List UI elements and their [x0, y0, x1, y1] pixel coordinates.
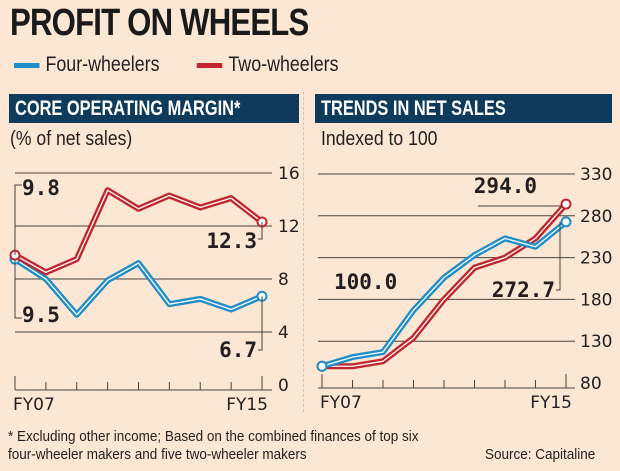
end-point-marker: [316, 360, 328, 372]
legend: Four-wheelers Two-wheelers: [14, 53, 376, 77]
series-highlight: [14, 189, 263, 274]
y-tick-label: 180: [580, 290, 612, 310]
infographic-title: PROFIT ON WHEELS: [10, 2, 309, 44]
annotation-label: 272.7: [492, 278, 555, 302]
footnote: * Excluding other income; Based on the c…: [8, 428, 620, 464]
callout-leader: [556, 221, 561, 291]
chart-title: TRENDS IN NET SALES: [321, 97, 506, 120]
panel-divider: [303, 92, 304, 412]
annotation-label: 9.5: [22, 303, 60, 327]
footnote-line-1: * Excluding other income; Based on the c…: [8, 428, 419, 445]
chart-title: CORE OPERATING MARGIN*: [15, 97, 241, 120]
source-credit: Source: Capitaline: [485, 446, 596, 463]
y-tick-label: 16: [278, 164, 300, 184]
annotation-label: 9.8: [22, 176, 60, 200]
series-highlight: [14, 258, 263, 316]
footnote-line-2: four-wheeler makers and five two-wheeler…: [8, 446, 307, 463]
y-tick-label: 8: [278, 270, 289, 290]
legend-swatch-four-wheelers: [14, 62, 40, 68]
legend-label: Four-wheelers: [45, 53, 160, 76]
y-tick-label: 330: [580, 165, 612, 185]
y-tick-label: 4: [278, 323, 289, 343]
annotation-label: 6.7: [219, 338, 257, 362]
end-point-marker: [560, 216, 572, 228]
legend-swatch-two-wheelers: [196, 62, 223, 68]
callout-leader: [14, 184, 22, 256]
y-tick-label: 80: [580, 374, 602, 394]
chart-title-bar-margin: CORE OPERATING MARGIN*: [9, 94, 299, 123]
annotation-label: 294.0: [474, 174, 537, 198]
callout-leader: [258, 222, 263, 240]
y-tick-label: 130: [580, 332, 612, 352]
legend-item-two-wheelers: Two-wheelers: [196, 53, 339, 77]
annotation-label: 100.0: [334, 270, 397, 294]
legend-label: Two-wheelers: [228, 53, 339, 76]
x-tick-label: FY07: [320, 393, 362, 413]
annotation-label: 12.3: [206, 229, 257, 253]
y-tick-label: 0: [278, 376, 289, 396]
x-tick-label: FY15: [226, 395, 268, 415]
y-tick-label: 230: [580, 249, 612, 269]
series-highlight: [321, 221, 567, 367]
chart-title-bar-sales: TRENDS IN NET SALES: [315, 94, 612, 123]
legend-item-four-wheelers: Four-wheelers: [14, 53, 160, 77]
chart-subtitle: (% of net sales): [10, 128, 133, 150]
callout-leader: [258, 296, 263, 351]
y-tick-label: 280: [580, 207, 612, 227]
y-tick-label: 12: [278, 217, 300, 237]
callout-leader: [14, 259, 22, 319]
chart-subtitle: Indexed to 100: [321, 128, 438, 150]
x-tick-label: FY07: [13, 395, 55, 415]
end-point-marker: [560, 198, 572, 210]
x-tick-label: FY15: [530, 393, 572, 413]
